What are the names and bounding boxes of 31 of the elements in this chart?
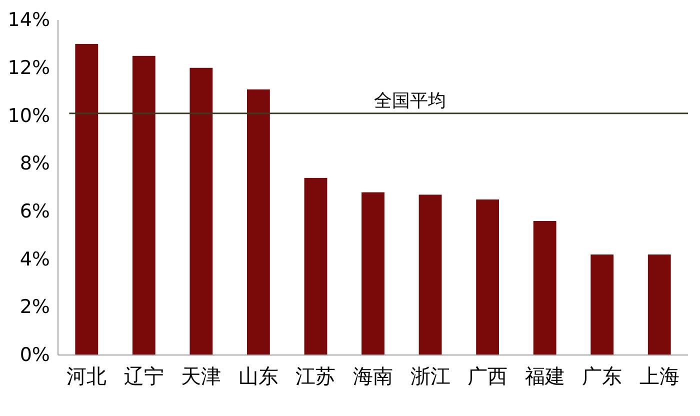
ref-line-label: 全国平均 [374, 90, 446, 112]
bar [648, 254, 671, 355]
bar [418, 194, 442, 355]
x-tick-label: 天津 [181, 364, 222, 388]
x-tick-label: 海南 [353, 364, 393, 388]
x-tick-label: 广东 [582, 364, 622, 388]
x-tick-label: 浙江 [410, 364, 450, 388]
x-tick-label: 上海 [639, 364, 680, 388]
bar [304, 178, 328, 355]
y-tick-label: 12% [8, 56, 50, 79]
x-tick-label: 辽宁 [124, 364, 164, 388]
x-tick-label: 山东 [238, 364, 278, 388]
y-tick-label: 10% [8, 104, 50, 127]
y-tick-label: 0% [20, 344, 50, 366]
x-tick-label: 河北 [66, 364, 107, 388]
y-tick-label: 2% [20, 296, 50, 318]
y-tick-label: 6% [20, 200, 50, 223]
y-tick-label: 8% [20, 152, 50, 175]
bar [75, 44, 98, 355]
x-tick-label: 福建 [524, 364, 565, 388]
bar [362, 192, 384, 355]
y-tick-label: 14% [8, 9, 50, 32]
bar [533, 221, 556, 355]
x-tick-label: 广西 [468, 364, 508, 388]
bar [190, 68, 213, 355]
bar [132, 56, 156, 355]
x-tick-label: 江苏 [296, 364, 336, 388]
bar [590, 254, 614, 355]
bar [476, 199, 499, 355]
y-tick-label: 4% [20, 248, 50, 270]
bar [247, 89, 270, 355]
